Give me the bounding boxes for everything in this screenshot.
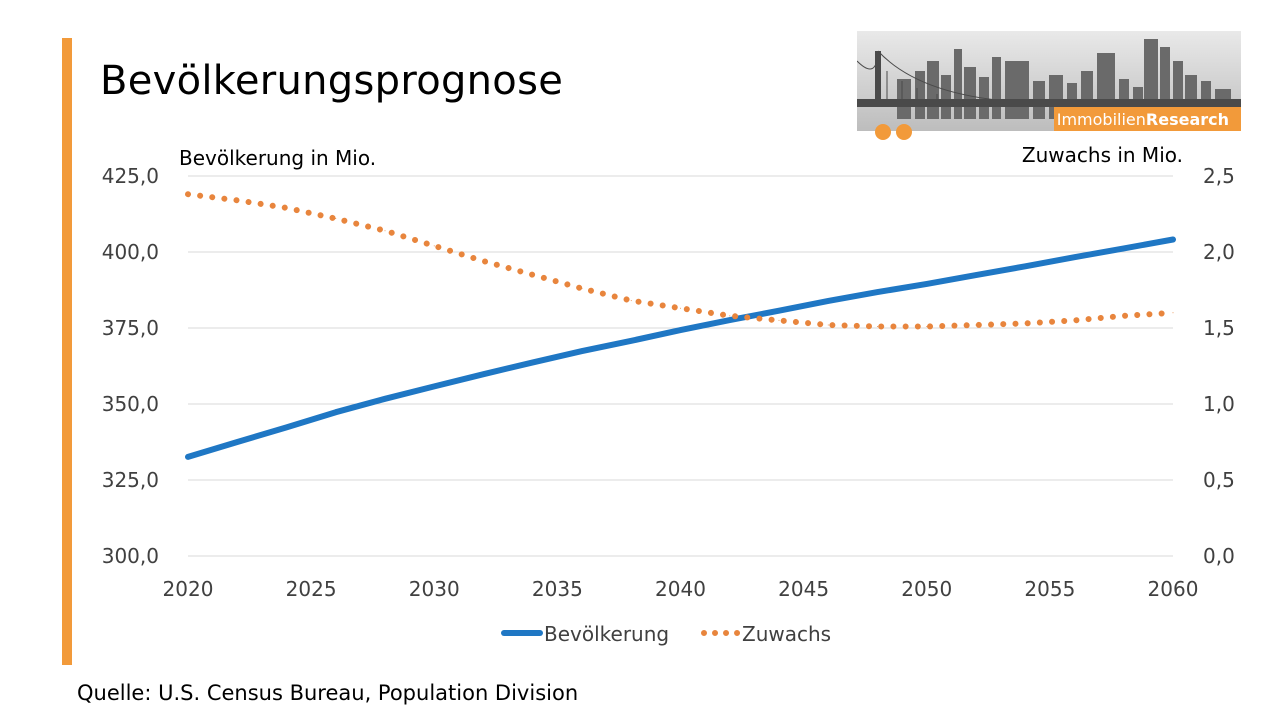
data-point-population xyxy=(680,329,681,331)
y-tick-right-label: 2,5 xyxy=(1203,164,1235,188)
series-line-growth xyxy=(185,191,1176,330)
series-layer xyxy=(185,191,1176,460)
data-point-population xyxy=(630,340,632,342)
data-point-growth xyxy=(236,199,238,201)
x-tick-label: 2035 xyxy=(532,577,583,601)
data-point-growth xyxy=(286,207,287,209)
data-point-growth xyxy=(483,260,484,262)
data-point-population xyxy=(729,319,731,321)
data-point-population xyxy=(926,283,928,285)
logo-dots xyxy=(874,124,918,148)
x-tick-label: 2050 xyxy=(901,577,952,601)
data-point-population xyxy=(975,274,977,276)
data-point-growth xyxy=(581,287,583,289)
data-point-growth xyxy=(1172,312,1174,314)
source-note: Quelle: U.S. Census Bureau, Population D… xyxy=(77,681,579,705)
data-point-growth xyxy=(1074,319,1075,321)
data-point-population xyxy=(1172,239,1174,241)
data-point-population xyxy=(286,426,287,428)
y-tick-left-label: 350,0 xyxy=(102,392,159,416)
data-point-growth xyxy=(384,230,386,232)
data-point-population xyxy=(877,291,878,293)
data-point-population xyxy=(532,361,534,363)
data-point-growth xyxy=(1123,315,1125,317)
y-tick-left-label: 400,0 xyxy=(102,240,159,264)
data-point-population xyxy=(1074,256,1075,258)
data-point-population xyxy=(827,300,829,302)
data-point-growth xyxy=(187,193,189,195)
data-point-growth xyxy=(433,245,435,247)
data-point-growth xyxy=(630,300,632,302)
x-tick-label: 2040 xyxy=(655,577,706,601)
y-tick-right-label: 1,5 xyxy=(1203,316,1235,340)
series-line-population xyxy=(185,236,1176,460)
x-tick-label: 2055 xyxy=(1024,577,1075,601)
data-point-population xyxy=(384,398,386,400)
data-point-population xyxy=(433,385,435,387)
y-tick-right-label: 2,0 xyxy=(1203,240,1235,264)
legend-label-population: Bevölkerung xyxy=(544,622,669,646)
y-tick-left-label: 325,0 xyxy=(102,468,159,492)
x-tick-label: 2025 xyxy=(286,577,337,601)
x-axis: 2020 2025 2030 2035 2040 2045 2050 2055 2060 xyxy=(163,577,1199,601)
data-point-growth xyxy=(877,325,878,327)
y-tick-left-label: 425,0 xyxy=(102,164,159,188)
legend-label-growth: Zuwachs xyxy=(742,622,831,646)
data-point-growth xyxy=(680,307,681,309)
x-tick-label: 2020 xyxy=(163,577,214,601)
y-tick-right-label: 0,5 xyxy=(1203,468,1235,492)
x-tick-label: 2060 xyxy=(1148,577,1199,601)
company-logo: ImmobilienResearch xyxy=(856,31,1241,131)
logo-banner xyxy=(1054,107,1241,131)
data-point-growth xyxy=(1024,322,1026,324)
y-tick-right-label: 0,0 xyxy=(1203,544,1235,568)
data-point-growth xyxy=(532,274,534,276)
y-axis-right-title: Zuwachs in Mio. xyxy=(1022,143,1183,167)
data-point-population xyxy=(236,441,238,443)
data-point-population xyxy=(778,310,780,312)
page-title: Bevölkerungsprognose xyxy=(100,58,564,104)
y-tick-right-label: 1,0 xyxy=(1203,392,1235,416)
data-point-population xyxy=(1024,265,1026,267)
data-point-growth xyxy=(827,324,829,326)
data-point-population xyxy=(581,350,583,352)
data-point-growth xyxy=(926,325,928,327)
data-point-growth xyxy=(778,319,780,321)
data-point-growth xyxy=(335,218,337,220)
skyline-image xyxy=(856,31,1241,131)
data-point-population xyxy=(1123,247,1125,249)
gridlines xyxy=(188,175,1173,557)
data-point-population xyxy=(483,373,484,375)
data-point-population xyxy=(335,411,337,413)
legend: Bevölkerung Zuwachs xyxy=(501,622,831,646)
y-axis-left-title: Bevölkerung in Mio. xyxy=(179,146,376,170)
y-tick-left-label: 300,0 xyxy=(102,544,159,568)
x-tick-label: 2045 xyxy=(778,577,829,601)
data-point-growth xyxy=(729,315,731,317)
accent-bar xyxy=(62,38,72,665)
data-point-population xyxy=(187,456,189,458)
data-point-growth xyxy=(975,324,977,326)
x-tick-label: 2030 xyxy=(409,577,460,601)
y-axis-right: 2,5 2,0 1,5 1,0 0,5 0,0 xyxy=(1203,164,1235,568)
logo-text: ImmobilienResearch xyxy=(1056,110,1229,129)
y-tick-left-label: 375,0 xyxy=(102,316,159,340)
y-axis-left: 425,0 400,0 375,0 350,0 325,0 300,0 xyxy=(102,164,159,568)
